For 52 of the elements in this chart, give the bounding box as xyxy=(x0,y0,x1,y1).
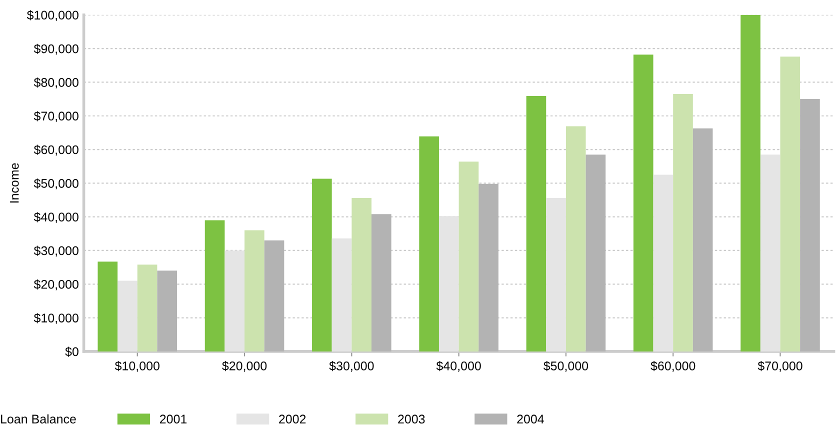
bar xyxy=(458,162,479,352)
legend-label: 2001 xyxy=(160,414,187,424)
bar xyxy=(692,128,713,352)
y-tick-label: $20,000 xyxy=(34,279,78,290)
y-tick-label: $10,000 xyxy=(34,313,78,324)
bar xyxy=(780,56,800,352)
bar xyxy=(800,99,820,352)
y-tick-label: $50,000 xyxy=(34,178,78,190)
bar xyxy=(633,54,654,352)
x-tick-label: $70,000 xyxy=(758,360,802,372)
bar xyxy=(419,136,439,352)
x-tick-label: $10,000 xyxy=(114,360,160,372)
bar xyxy=(244,230,264,352)
x-tick-label: $40,000 xyxy=(436,360,481,372)
bar xyxy=(157,270,178,352)
bar xyxy=(566,126,586,352)
bar xyxy=(673,94,693,352)
bar xyxy=(760,154,780,352)
bar xyxy=(118,280,138,352)
y-tick-label: $90,000 xyxy=(34,44,78,55)
y-tick-label: $0 xyxy=(65,346,78,357)
y-tick-label: $80,000 xyxy=(34,77,78,88)
bar xyxy=(371,214,392,352)
y-tick-label: $70,000 xyxy=(34,111,78,122)
y-tick-label: $100,000 xyxy=(26,10,78,22)
x-tick-label: $20,000 xyxy=(222,360,267,372)
x-tick-label: $50,000 xyxy=(543,360,588,372)
bar xyxy=(204,220,225,352)
y-tick-label: $60,000 xyxy=(34,144,78,156)
bar xyxy=(264,240,284,352)
bar xyxy=(740,14,760,352)
bar xyxy=(546,198,566,352)
bar xyxy=(586,154,606,352)
bar xyxy=(478,184,498,352)
legend-label: 2003 xyxy=(398,414,425,424)
bar xyxy=(224,250,245,352)
bar xyxy=(438,216,459,352)
x-tick-label: $60,000 xyxy=(650,360,696,372)
bar xyxy=(137,264,158,352)
bar xyxy=(352,198,372,352)
y-axis-title: Income xyxy=(10,163,19,203)
legend-label: 2002 xyxy=(279,414,306,424)
y-tick-label: $40,000 xyxy=(34,212,78,223)
bar xyxy=(312,178,332,352)
legend-title: Loan Balance xyxy=(1,414,76,424)
legend-label: 2004 xyxy=(517,414,544,424)
bar xyxy=(653,174,674,352)
bar xyxy=(98,262,118,352)
bar xyxy=(332,238,352,352)
bar xyxy=(526,96,546,352)
y-tick-label: $30,000 xyxy=(34,246,78,257)
x-tick-label: $30,000 xyxy=(329,360,374,372)
